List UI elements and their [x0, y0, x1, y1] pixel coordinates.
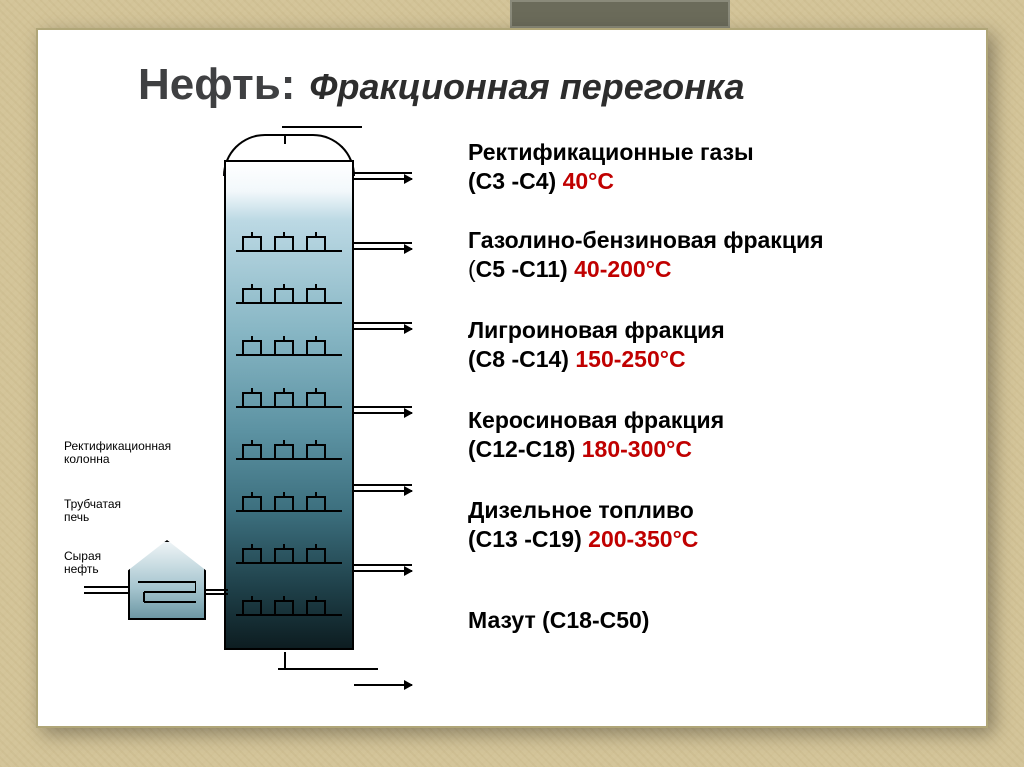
bubble-cap — [242, 600, 262, 614]
tray — [226, 316, 352, 356]
bubble-cap — [242, 236, 262, 250]
fraction-name: Ректификационные газы — [468, 138, 754, 167]
bubble-cap — [306, 392, 326, 406]
outlet-arrow — [354, 570, 412, 572]
bubble-cap — [306, 548, 326, 562]
outlet-arrow — [354, 412, 412, 414]
tray — [226, 420, 352, 460]
fraction-name: Керосиновая фракция — [468, 406, 724, 435]
slide: Нефть: Фракционная перегонка Ректификаци… — [36, 28, 988, 728]
outlet-arrow — [354, 490, 412, 492]
bubble-cap — [306, 496, 326, 510]
bubble-cap — [306, 288, 326, 302]
bubble-cap — [306, 340, 326, 354]
label-column: Ректификационная колонна — [64, 440, 154, 466]
bubble-cap — [274, 392, 294, 406]
fraction-name: Дизельное топливо — [468, 496, 698, 525]
fraction-label: Лигроиновая фракция(С8 -С14) 150-250°С — [468, 316, 725, 374]
bubble-cap — [274, 288, 294, 302]
bubble-cap — [242, 340, 262, 354]
outlet-arrow — [354, 178, 412, 180]
furnace-coil — [138, 576, 196, 612]
fraction-name: Газолино-бензиновая фракция — [468, 226, 824, 255]
tray — [226, 368, 352, 408]
fraction-label: Ректификационные газы (С3 -С4) 40°С — [468, 138, 754, 196]
bubble-cap — [306, 600, 326, 614]
tab-decor — [510, 0, 730, 28]
label-furnace: Трубчатая печь — [64, 498, 134, 524]
bubble-cap — [242, 288, 262, 302]
fraction-range: (С3 -С4) 40°С — [468, 167, 754, 196]
fraction-range: (С12-С18) 180-300°С — [468, 435, 724, 464]
furnace-outlet — [204, 589, 228, 595]
tray — [226, 472, 352, 512]
fraction-range: (С13 -С19) 200-350°С — [468, 525, 698, 554]
outlet-arrow — [354, 684, 412, 686]
tray — [226, 576, 352, 616]
bottom-outlet — [284, 652, 286, 670]
bubble-cap — [274, 444, 294, 458]
top-vent — [284, 134, 286, 144]
bubble-cap — [242, 444, 262, 458]
tray — [226, 212, 352, 252]
bubble-cap — [274, 600, 294, 614]
title-row: Нефть: Фракционная перегонка — [138, 60, 946, 110]
feed-line — [84, 592, 130, 594]
fraction-label: Газолино-бензиновая фракция(С5 -С11) 40-… — [468, 226, 824, 284]
fraction-range: (С8 -С14) 150-250°С — [468, 345, 725, 374]
title-italic: Фракционная перегонка — [309, 66, 744, 108]
fraction-label: Керосиновая фракция(С12-С18) 180-300°С — [468, 406, 724, 464]
tray — [226, 524, 352, 564]
bubble-cap — [242, 496, 262, 510]
title-bold: Нефть: — [138, 60, 295, 110]
outlet-arrow — [354, 248, 412, 250]
bubble-cap — [242, 392, 262, 406]
fraction-name: Лигроиновая фракция — [468, 316, 725, 345]
distillation-diagram: Ректификационная колонна Трубчатая печь … — [64, 140, 424, 700]
fraction-label: Мазут (С18-С50) — [468, 606, 649, 635]
fraction-range: (С5 -С11) 40-200°С — [468, 255, 824, 284]
bubble-cap — [274, 340, 294, 354]
tray — [226, 264, 352, 304]
outlet-arrow — [354, 328, 412, 330]
rectification-column — [224, 160, 354, 650]
bubble-cap — [274, 236, 294, 250]
bubble-cap — [274, 496, 294, 510]
bubble-cap — [274, 548, 294, 562]
fraction-label: Дизельное топливо(С13 -С19) 200-350°С — [468, 496, 698, 554]
bubble-cap — [306, 236, 326, 250]
bubble-cap — [306, 444, 326, 458]
label-feed: Сырая нефть — [64, 550, 124, 576]
bubble-cap — [242, 548, 262, 562]
